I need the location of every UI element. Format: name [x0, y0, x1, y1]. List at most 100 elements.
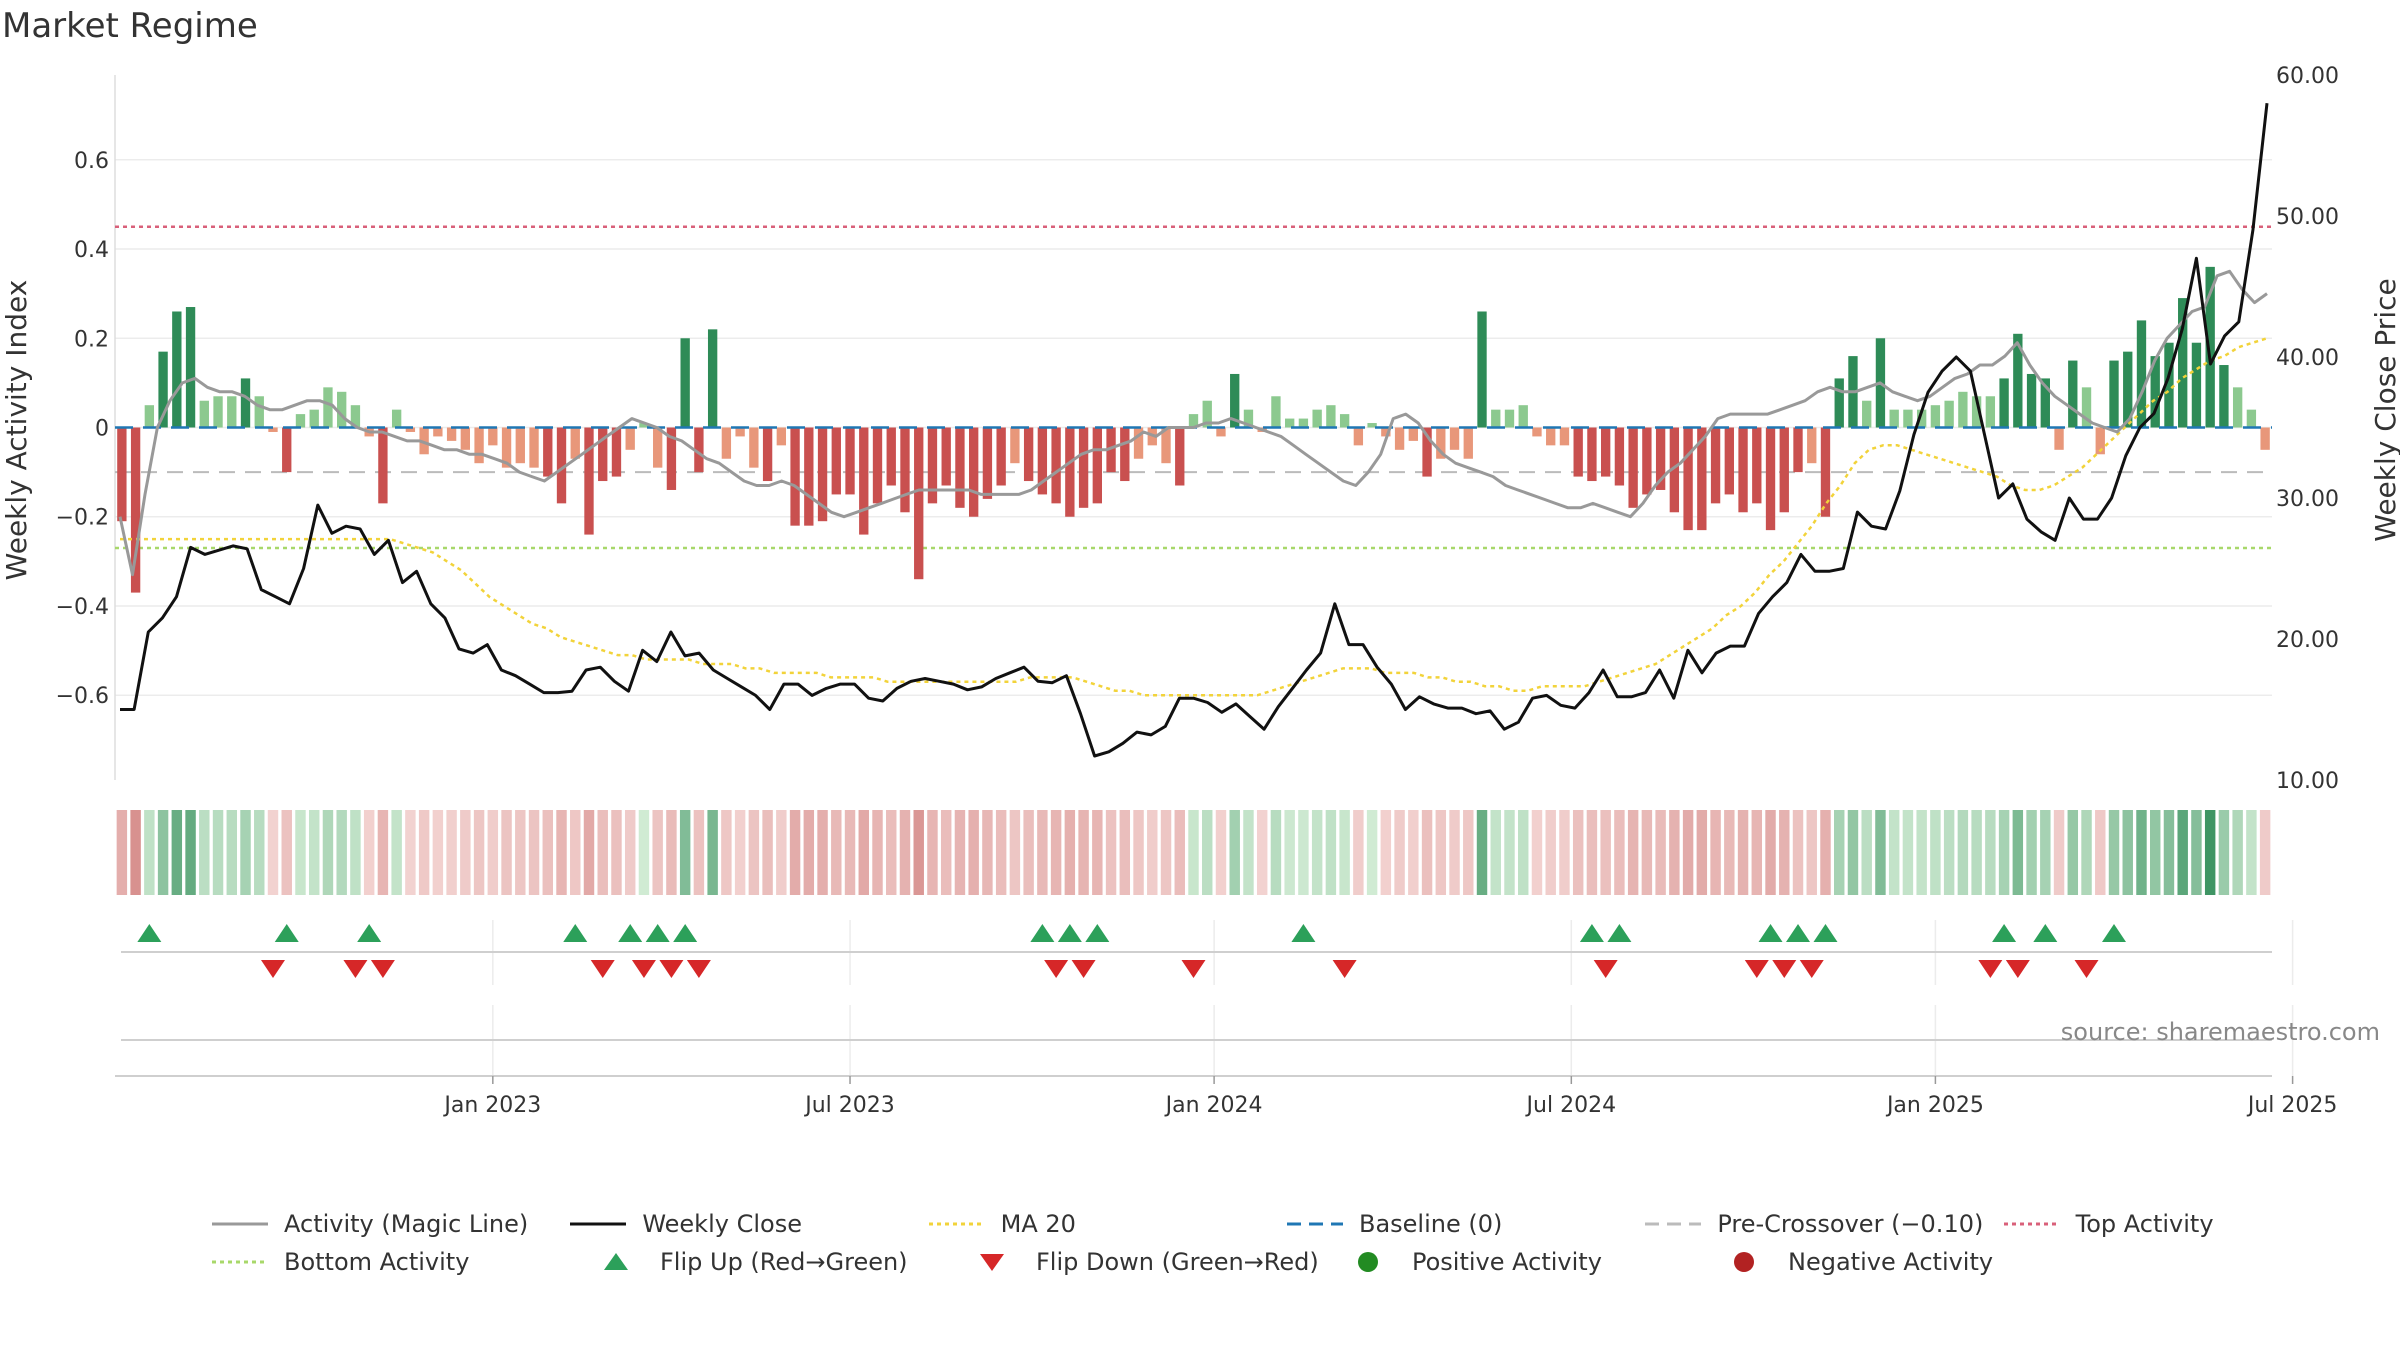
heat-cell	[1531, 810, 1543, 895]
activity-bar	[996, 427, 1006, 486]
heat-cell	[982, 810, 993, 895]
heat-cell	[1421, 810, 1433, 895]
activity-bar	[1655, 427, 1666, 490]
activity-bar	[1312, 409, 1322, 428]
legend-swatch	[1645, 1222, 1702, 1226]
x-tick-label: Jul 2023	[803, 1093, 895, 1118]
heat-cell	[1724, 810, 1735, 895]
heat-cell	[1559, 810, 1570, 895]
heat-cell	[199, 810, 210, 895]
heat-cell	[776, 810, 787, 895]
heat-cell	[611, 810, 622, 895]
flip-up-marker	[1786, 924, 1811, 942]
activity-bar	[2219, 365, 2229, 428]
activity-bar	[1326, 405, 1336, 428]
heat-cell	[2246, 810, 2257, 895]
heat-cell	[666, 810, 677, 895]
heat-cell	[1064, 810, 1076, 895]
flip-down-marker	[1744, 960, 1769, 978]
activity-bar	[845, 427, 855, 495]
legend-swatch	[1286, 1222, 1343, 1226]
flip-down-marker	[343, 960, 368, 978]
heat-cell	[1256, 810, 1268, 895]
heat-cell	[1160, 810, 1172, 895]
activity-bar	[1271, 396, 1281, 428]
legend-swatch	[570, 1222, 627, 1226]
activity-bar	[515, 427, 525, 464]
heat-cell	[2177, 810, 2188, 895]
flip-down-marker	[1593, 960, 1618, 978]
heat-cell	[157, 810, 169, 895]
heat-cell	[1765, 810, 1776, 895]
activity-bar	[1807, 427, 1817, 464]
activity-bar	[817, 427, 828, 522]
heat-cell	[1614, 810, 1625, 895]
activity-bar	[1765, 427, 1776, 531]
heat-cell	[1050, 810, 1062, 895]
heat-cell	[968, 810, 979, 895]
heat-cell	[1147, 810, 1158, 895]
activity-bar	[254, 396, 264, 428]
activity-bar	[982, 427, 993, 499]
heat-cell	[748, 810, 760, 895]
heat-cell	[817, 810, 828, 895]
heat-cell	[1311, 810, 1323, 895]
activity-bar	[1889, 409, 1899, 428]
heat-cell	[2191, 810, 2202, 895]
activity-bar	[240, 378, 251, 428]
activity-bar	[1518, 405, 1528, 428]
activity-bar	[309, 409, 319, 428]
activity-bar	[611, 427, 622, 477]
heat-cell	[1009, 810, 1021, 895]
heat-cell	[1600, 810, 1611, 895]
heat-cell	[1710, 810, 1721, 895]
activity-bar	[1037, 427, 1048, 495]
legend-item: Pre-Crossover (−0.10)	[1643, 1210, 2001, 1238]
activity-bar	[213, 396, 223, 428]
heat-cell	[556, 810, 567, 895]
heat-cell	[1943, 810, 1955, 895]
heat-cell	[1449, 810, 1460, 895]
heat-cell	[1930, 810, 1941, 895]
activity-bar	[1175, 427, 1185, 486]
activity-bar	[1944, 400, 1954, 428]
activity-bar	[1724, 427, 1734, 495]
heat-cell	[1119, 810, 1131, 895]
activity-bar	[1161, 427, 1171, 464]
activity-bar	[2013, 333, 2023, 428]
flip-down-marker	[1071, 960, 1096, 978]
heat-cell	[734, 810, 746, 895]
activity-bar	[2068, 360, 2078, 428]
activity-bar	[735, 427, 745, 437]
flip-down-marker	[1181, 960, 1206, 978]
legend-item: Top Activity	[2002, 1210, 2360, 1238]
source-label: source: sharemaestro.com	[2061, 1018, 2380, 1046]
grid-lines	[115, 159, 2294, 1076]
heat-cell	[1037, 810, 1048, 895]
heat-cell	[844, 810, 856, 895]
flip-down-marker	[260, 960, 285, 978]
flip-down-marker	[659, 960, 684, 978]
activity-bar	[680, 338, 690, 428]
ma20-line	[120, 337, 2268, 697]
activity-bar	[460, 427, 471, 450]
flip-down-marker	[1978, 960, 2003, 978]
heat-cell	[528, 810, 540, 895]
heat-cell	[1339, 810, 1350, 895]
y-right-tick-label: 10.00	[2276, 769, 2339, 794]
flip-up-marker	[1030, 924, 1055, 942]
flip-up-marker	[2033, 924, 2058, 942]
legend-swatch	[212, 1222, 268, 1226]
activity-bar	[1436, 427, 1446, 459]
activity-bar	[721, 427, 732, 459]
legend-label: Activity (Magic Line)	[284, 1210, 529, 1238]
flip-up-marker	[2102, 924, 2127, 942]
heat-cell	[927, 810, 938, 895]
activity-bar	[1710, 427, 1721, 504]
flip-up-marker	[673, 924, 698, 942]
heat-cell	[1627, 810, 1639, 895]
activity-bar	[391, 409, 402, 428]
activity-bar	[1449, 427, 1460, 450]
legend-row: Activity (Magic Line) Weekly Close MA 20 Ba…	[210, 1205, 2360, 1243]
activity-heat-strip	[116, 810, 2271, 895]
